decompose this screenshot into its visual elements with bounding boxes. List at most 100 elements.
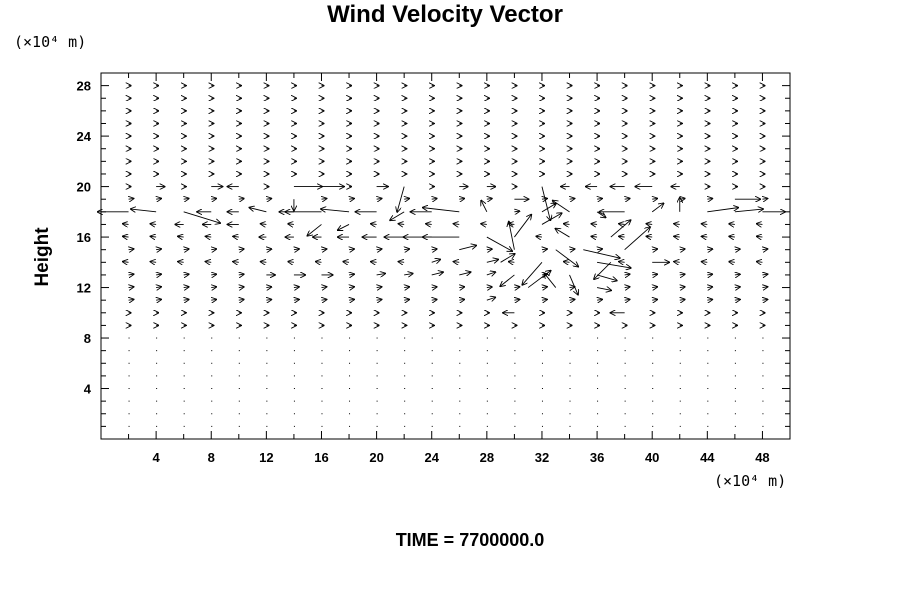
vector-arrow (211, 199, 216, 200)
vector-arrow (707, 199, 712, 200)
vector-arrow (514, 287, 519, 288)
vector-arrow (404, 287, 409, 288)
vector-arrow (321, 287, 326, 288)
vector-arrow (619, 236, 625, 237)
vector-arrow (674, 224, 680, 225)
vector-arrow (541, 203, 556, 213)
vector-arrow (624, 227, 650, 251)
vector-arrow (542, 199, 547, 200)
vector-arrow (545, 274, 557, 288)
vector-arrow (514, 215, 531, 238)
vector-arrow (591, 224, 598, 225)
vector-arrow (211, 287, 216, 288)
vector-arrow (594, 261, 612, 279)
vector-arrow (509, 222, 515, 250)
vector-arrow (233, 236, 239, 237)
vector-arrow (129, 249, 134, 250)
vector-arrow (266, 299, 271, 300)
vector-arrow (151, 236, 157, 237)
vector-arrow (377, 199, 382, 200)
vector-arrow (397, 186, 405, 212)
vector-arrow (377, 287, 382, 288)
vector-arrow (591, 236, 598, 237)
x-tick-label: 44 (700, 450, 715, 465)
x-tick-label: 24 (424, 450, 439, 465)
vector-arrow (674, 262, 680, 263)
vector-arrow (129, 299, 134, 300)
vector-arrow (757, 262, 763, 263)
vector-arrow (729, 262, 735, 263)
vector-arrow (674, 236, 680, 237)
vector-arrow (404, 199, 409, 200)
vector-arrow (729, 236, 735, 237)
vector-arrow (647, 224, 653, 225)
vector-arrow (156, 299, 161, 300)
time-label: TIME = 7700000.0 (395, 530, 545, 550)
vector-arrow (596, 211, 605, 218)
y-unit-label: (×10⁴ m) (14, 33, 87, 51)
vector-arrow (680, 274, 685, 275)
vector-arrow (211, 249, 216, 250)
vector-arrow (487, 199, 492, 200)
vector-arrow (459, 272, 470, 275)
vector-arrow (735, 299, 740, 300)
vector-arrow (757, 224, 763, 225)
y-tick-label: 28 (77, 79, 91, 94)
vector-arrow (757, 236, 763, 237)
vector-arrow (509, 262, 515, 263)
vector-arrow (261, 262, 267, 263)
vector-arrow (652, 249, 657, 250)
vector-arrow (431, 272, 443, 275)
vector-arrow (266, 249, 271, 250)
vector-arrow (459, 199, 464, 200)
vector-arrow (288, 262, 294, 263)
vector-arrow (178, 236, 184, 237)
y-tick-label: 20 (77, 180, 91, 195)
vector-arrow (762, 299, 767, 300)
vector-arrow (729, 224, 735, 225)
vector-arrow (619, 224, 625, 225)
vector-arrow (707, 208, 738, 213)
vector-arrow (597, 261, 631, 268)
vector-arrow (762, 274, 767, 275)
vector-arrow (184, 299, 189, 300)
vector-arrow (316, 262, 322, 263)
vector-arrow (514, 211, 519, 212)
vector-arrow (583, 249, 619, 258)
vector-arrow (233, 262, 239, 263)
x-tick-label: 16 (314, 450, 328, 465)
x-tick-label: 20 (369, 450, 383, 465)
vector-arrow (321, 199, 326, 200)
vector-arrow (156, 287, 161, 288)
vector-arrow (156, 199, 161, 200)
vector-arrow (151, 224, 157, 225)
vector-arrow (184, 199, 189, 200)
vector-arrow (123, 224, 129, 225)
vector-arrow (762, 199, 767, 200)
vector-arrow (680, 199, 685, 200)
vector-arrow (390, 211, 405, 220)
x-tick-label: 12 (259, 450, 273, 465)
vector-arrow (619, 262, 625, 263)
vector-arrow (570, 287, 575, 288)
vector-arrow (239, 199, 244, 200)
vector-arrow (762, 249, 767, 250)
vector-arrow (431, 260, 440, 263)
vector-arrow (250, 208, 267, 213)
vector-arrow (183, 211, 220, 223)
vector-arrow (597, 199, 602, 200)
vector-arrow (481, 224, 487, 225)
vector-arrow (371, 224, 377, 225)
vector-arrow (371, 262, 377, 263)
vector-arrow (184, 274, 189, 275)
vector-arrow (680, 249, 685, 250)
vector-arrow (123, 262, 129, 263)
vector-arrow (206, 262, 212, 263)
vector-arrow (343, 262, 350, 263)
vector-arrow (487, 249, 492, 250)
vector-arrow (625, 287, 630, 288)
vector-arrow (487, 287, 492, 288)
vector-arrow (288, 224, 294, 225)
vector-arrow (131, 209, 157, 212)
vector-arrow (454, 224, 460, 225)
